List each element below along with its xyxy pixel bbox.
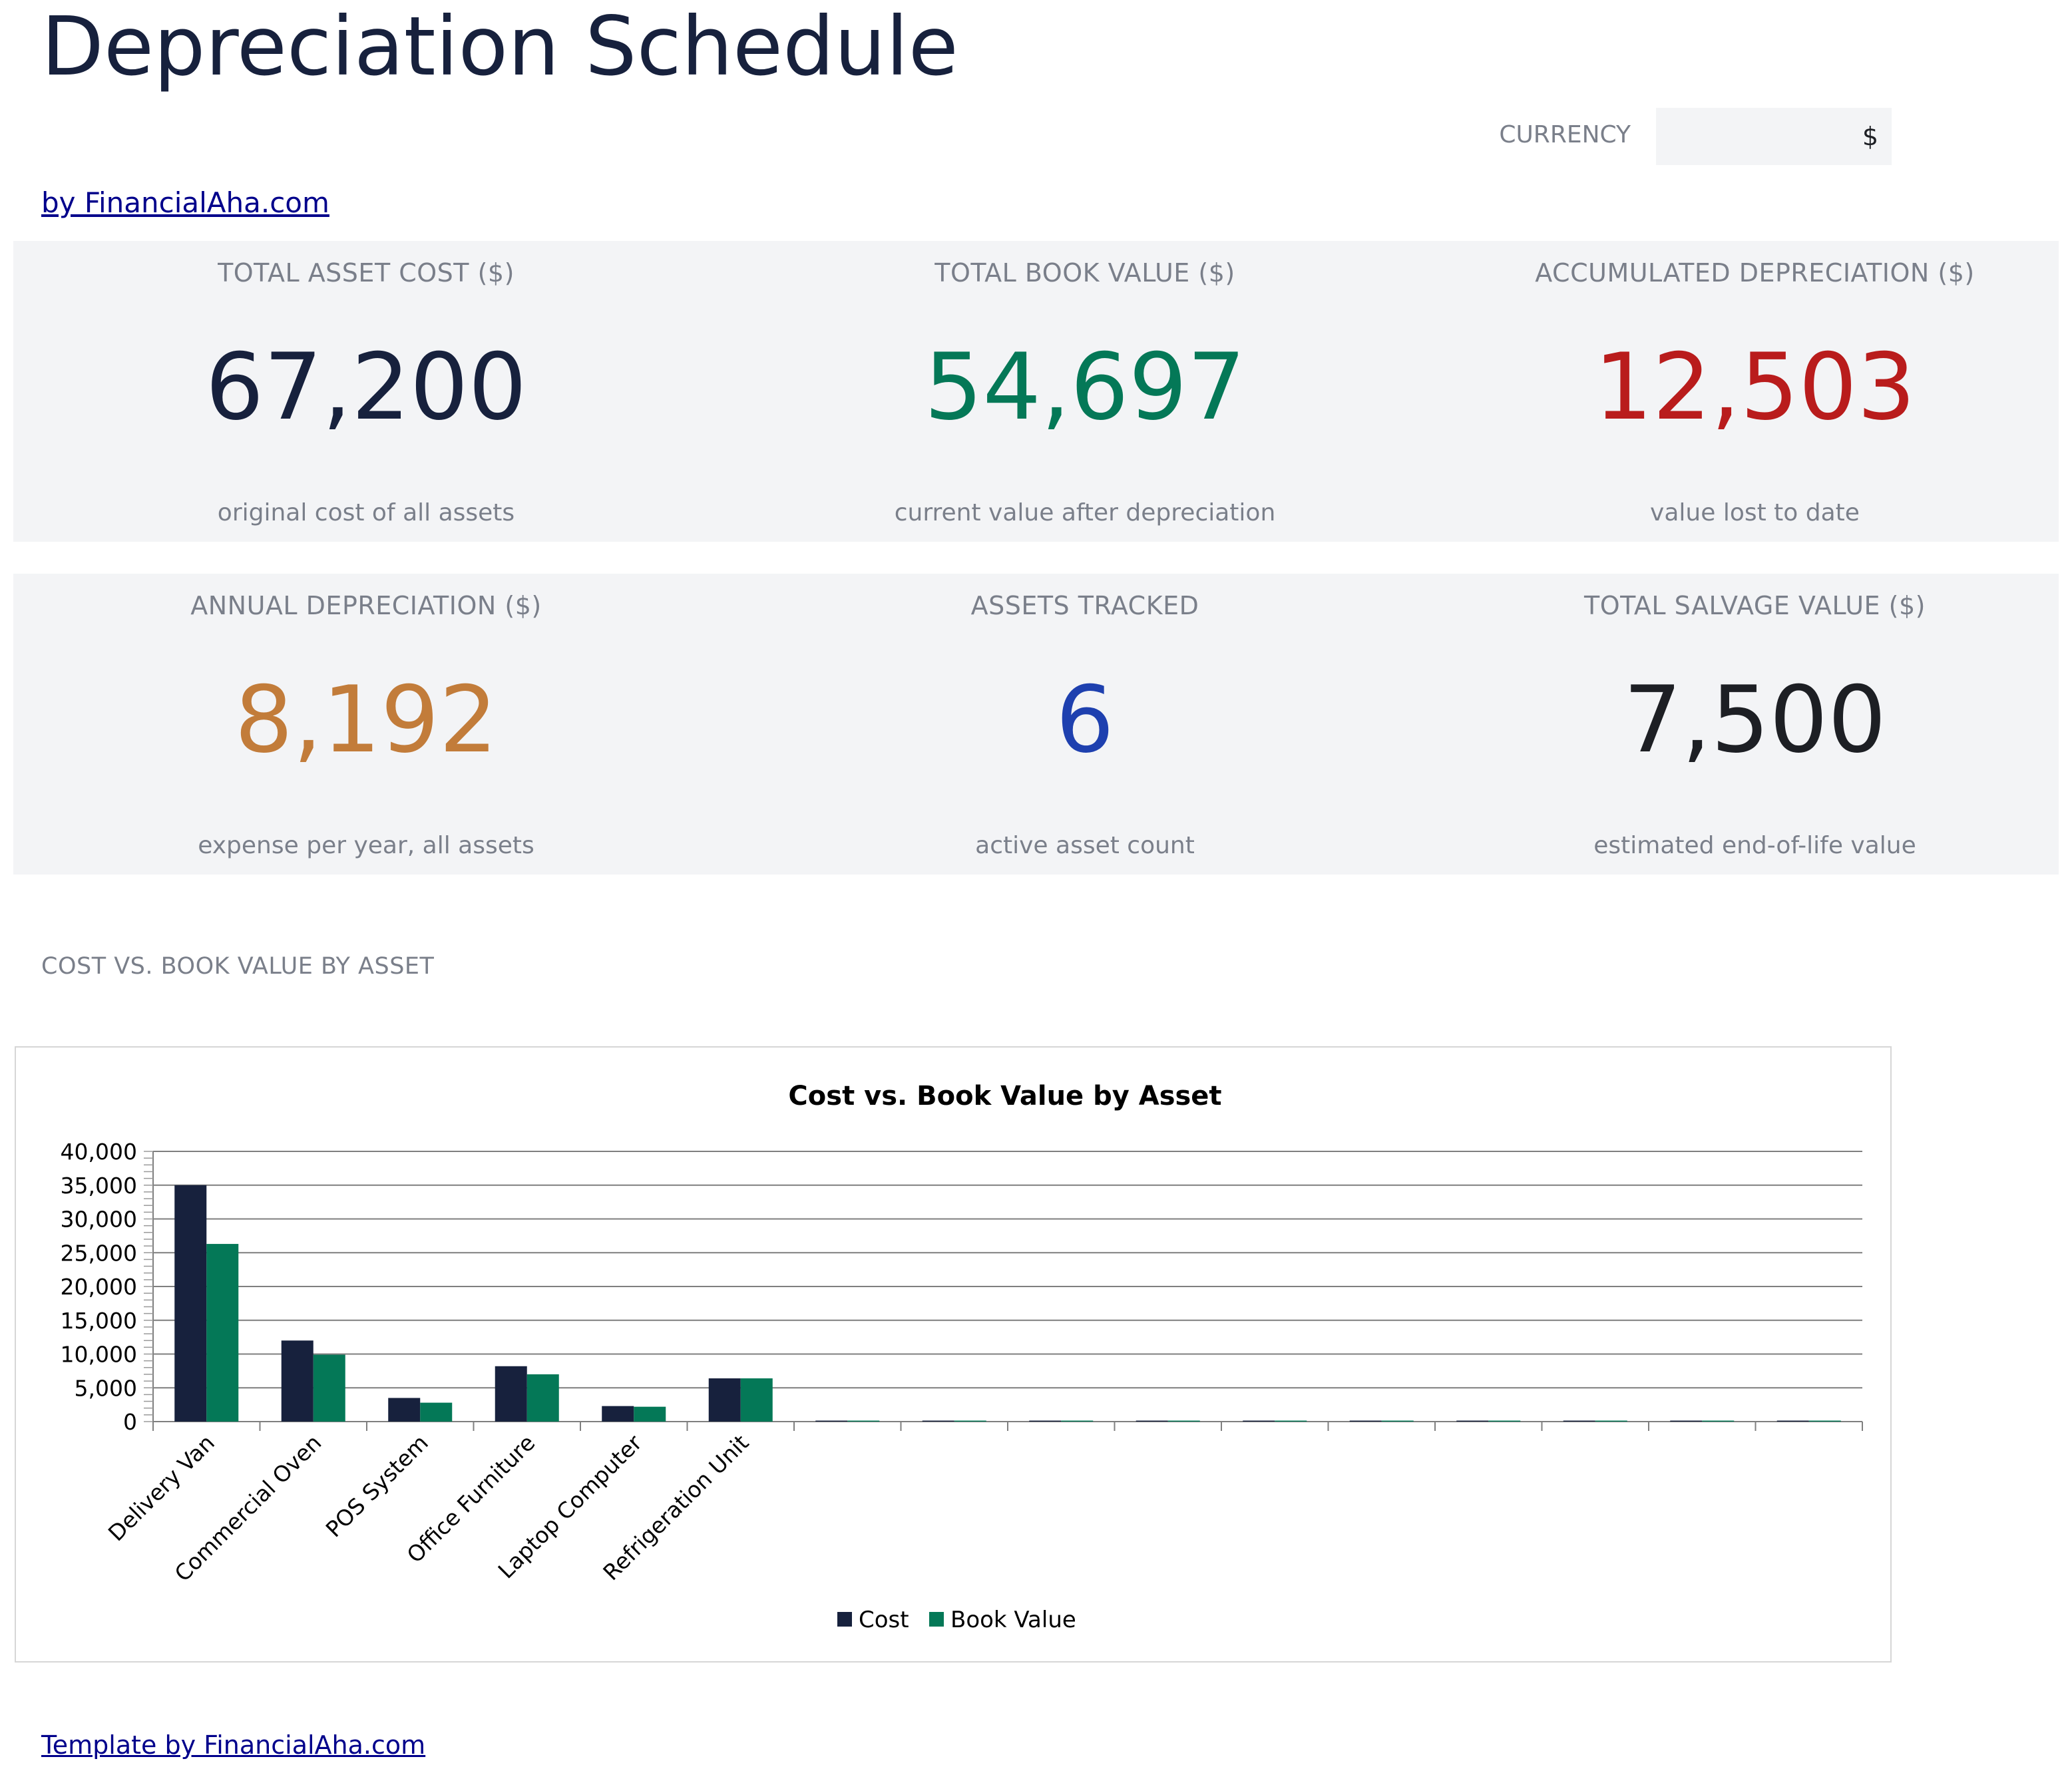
bar-book-value — [1381, 1420, 1414, 1422]
kpi-subtitle: value lost to date — [1650, 499, 1860, 526]
kpi-value: 7,500 — [1623, 666, 1887, 773]
bar-cost — [281, 1340, 313, 1422]
kpi-label: TOTAL ASSET COST ($) — [218, 258, 515, 288]
bar-book-value — [1488, 1420, 1521, 1422]
legend-label: Book Value — [950, 1607, 1076, 1633]
kpi-label: TOTAL BOOK VALUE ($) — [934, 258, 1235, 288]
bar-cost — [1243, 1420, 1275, 1422]
currency-label: CURRENCY — [1499, 121, 1631, 148]
x-tick-label: POS System — [321, 1430, 433, 1542]
kpi-total-book-value: TOTAL BOOK VALUE ($) 54,697 current valu… — [719, 241, 1451, 542]
bar-book-value — [526, 1374, 559, 1422]
bar-book-value — [740, 1378, 773, 1422]
y-tick-label: 15,000 — [61, 1308, 137, 1334]
bar-book-value — [1275, 1420, 1307, 1422]
bar-cost — [1029, 1420, 1062, 1422]
kpi-subtitle: active asset count — [975, 832, 1195, 859]
kpi-accumulated-depreciation: ACCUMULATED DEPRECIATION ($) 12,503 valu… — [1451, 241, 2059, 542]
kpi-subtitle: original cost of all assets — [217, 499, 515, 526]
y-tick-label: 40,000 — [61, 1139, 137, 1165]
kpi-panel-bottom: ANNUAL DEPRECIATION ($) 8,192 expense pe… — [13, 574, 2059, 875]
bar-book-value — [1702, 1420, 1735, 1422]
kpi-label: ACCUMULATED DEPRECIATION ($) — [1535, 258, 1975, 288]
bar-cost — [815, 1420, 848, 1422]
page-title: Depreciation Schedule — [41, 0, 958, 94]
bar-book-value — [1167, 1420, 1200, 1422]
bar-cost — [602, 1406, 634, 1422]
y-tick-label: 0 — [123, 1409, 137, 1435]
legend-swatch-book-value — [929, 1612, 944, 1627]
kpi-subtitle: estimated end-of-life value — [1593, 832, 1916, 859]
currency-field[interactable]: $ — [1656, 108, 1892, 165]
y-tick-label: 20,000 — [61, 1274, 137, 1300]
kpi-total-salvage-value: TOTAL SALVAGE VALUE ($) 7,500 estimated … — [1451, 574, 2059, 875]
y-tick-label: 35,000 — [61, 1173, 137, 1199]
kpi-assets-tracked: ASSETS TRACKED 6 active asset count — [719, 574, 1451, 875]
y-tick-label: 30,000 — [61, 1207, 137, 1233]
y-tick-label: 25,000 — [61, 1240, 137, 1266]
bar-book-value — [1808, 1420, 1841, 1422]
kpi-value: 12,503 — [1594, 333, 1916, 441]
bar-book-value — [634, 1406, 666, 1422]
bar-book-value — [206, 1244, 239, 1422]
kpi-label: ANNUAL DEPRECIATION ($) — [190, 591, 542, 620]
bar-book-value — [420, 1402, 453, 1422]
footer-link[interactable]: Template by FinancialAha.com — [41, 1730, 426, 1760]
chart-title: Cost vs. Book Value by Asset — [788, 1081, 1221, 1111]
chart-container: Cost vs. Book Value by Asset 0 5,000 10,000… — [15, 1046, 1892, 1663]
bar-book-value — [313, 1354, 345, 1422]
kpi-value: 67,200 — [205, 333, 527, 441]
kpi-subtitle: current value after depreciation — [894, 499, 1276, 526]
bar-cost — [1456, 1420, 1489, 1422]
kpi-subtitle: expense per year, all assets — [198, 832, 534, 859]
bar-cost — [922, 1420, 954, 1422]
bar-cost — [1670, 1420, 1703, 1422]
bar-book-value — [847, 1420, 880, 1422]
bar-cost — [388, 1398, 421, 1422]
kpi-value: 6 — [1056, 666, 1114, 773]
bar-cost — [1136, 1420, 1168, 1422]
kpi-label: ASSETS TRACKED — [970, 591, 1199, 620]
kpi-panel-top: TOTAL ASSET COST ($) 67,200 original cos… — [13, 241, 2059, 542]
legend-swatch-cost — [837, 1612, 852, 1627]
kpi-label: TOTAL SALVAGE VALUE ($) — [1584, 591, 1926, 620]
bar-cost — [708, 1378, 741, 1422]
kpi-value: 8,192 — [234, 666, 498, 773]
byline-link[interactable]: by FinancialAha.com — [41, 186, 329, 219]
bar-cost — [174, 1185, 207, 1422]
bar-book-value — [1061, 1420, 1094, 1422]
bar-cost — [1563, 1420, 1595, 1422]
bar-chart: Cost vs. Book Value by Asset 0 5,000 10,000… — [61, 1081, 1863, 1633]
kpi-value: 54,697 — [924, 333, 1246, 441]
bar-book-value — [1595, 1420, 1627, 1422]
bar-book-value — [954, 1420, 986, 1422]
legend-label: Cost — [859, 1607, 909, 1633]
y-tick-label: 5,000 — [75, 1375, 137, 1401]
x-tick-label: Delivery Van — [103, 1430, 220, 1546]
bar-cost — [1349, 1420, 1382, 1422]
kpi-annual-depreciation: ANNUAL DEPRECIATION ($) 8,192 expense pe… — [13, 574, 719, 875]
bar-cost — [495, 1366, 527, 1422]
bar-cost — [1776, 1420, 1809, 1422]
section-heading: COST VS. BOOK VALUE BY ASSET — [41, 953, 435, 980]
kpi-total-asset-cost: TOTAL ASSET COST ($) 67,200 original cos… — [13, 241, 719, 542]
currency-value: $ — [1862, 122, 1878, 151]
y-tick-label: 10,000 — [61, 1342, 137, 1368]
